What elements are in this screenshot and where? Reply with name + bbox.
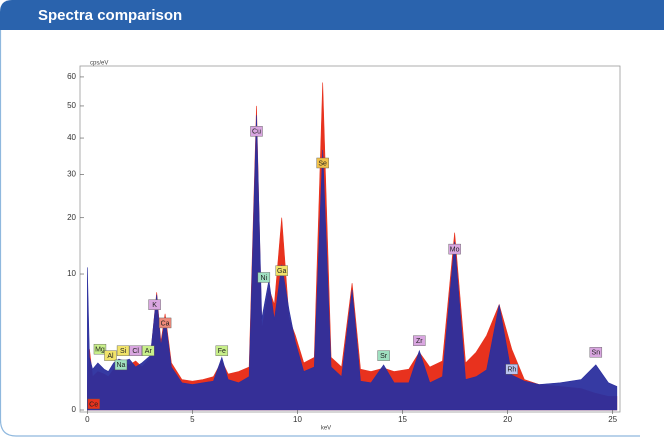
y-tick-label: 30 [67, 170, 76, 179]
x-tick-label: 10 [293, 415, 302, 424]
x-axis-label: keV [321, 426, 331, 432]
y-tick-label: 60 [67, 72, 76, 81]
spectrum-area [87, 115, 618, 411]
y-tick-label: 20 [67, 213, 76, 222]
element-tag [87, 398, 100, 410]
element-tag [104, 350, 117, 361]
element-label: Ca [161, 320, 170, 327]
x-tick-label: 0 [85, 415, 90, 424]
x-tick-label: 15 [398, 415, 407, 424]
element-tag [257, 272, 271, 283]
element-tag [129, 345, 142, 356]
element-tag [158, 317, 172, 329]
element-label: Zr [416, 338, 423, 345]
element-tag [589, 347, 603, 358]
element-tag [215, 345, 229, 356]
element-label: Cl [132, 348, 139, 355]
panel-border [0, 30, 640, 437]
y-tick-label: 0 [72, 405, 77, 414]
panel-title: Spectra comparison [38, 7, 182, 24]
element-label: Fe [218, 348, 226, 355]
element-tag [413, 335, 426, 346]
y-tick-label: 40 [67, 133, 76, 142]
element-tag [505, 364, 518, 375]
element-label: Cu [252, 129, 261, 136]
element-tag [448, 243, 461, 255]
y-tick-label: 10 [67, 269, 76, 278]
element-tag [142, 345, 155, 356]
element-tag [114, 359, 128, 371]
element-tag [93, 343, 107, 355]
element-label: Ga [277, 268, 286, 275]
element-label: Rh [507, 367, 516, 374]
y-axis-label: cps/eV [90, 61, 108, 67]
element-tag [377, 350, 390, 361]
element-label: Na [116, 362, 125, 369]
element-label: Si [120, 348, 127, 355]
element-tag [148, 299, 161, 310]
element-tag [275, 265, 288, 276]
x-tick-label: 5 [190, 415, 195, 424]
element-label: Ar [145, 348, 153, 355]
element-label: K [152, 302, 157, 309]
y-tick-label: 50 [67, 101, 76, 110]
element-tag [250, 126, 263, 137]
element-label: Sr [380, 353, 388, 360]
element-tag [116, 345, 130, 356]
x-tick-label: 20 [503, 415, 512, 424]
element-label: Se [318, 160, 327, 167]
element-label: Ni [261, 275, 268, 282]
x-tick-label: 25 [608, 415, 617, 424]
element-label: Ce [89, 401, 98, 408]
element-label: Mg [95, 347, 105, 354]
element-label: Mo [450, 246, 460, 253]
panel-header [0, 0, 664, 30]
element-tag [316, 157, 329, 169]
element-label: Sn [592, 350, 601, 357]
element-label: Al [107, 353, 114, 360]
